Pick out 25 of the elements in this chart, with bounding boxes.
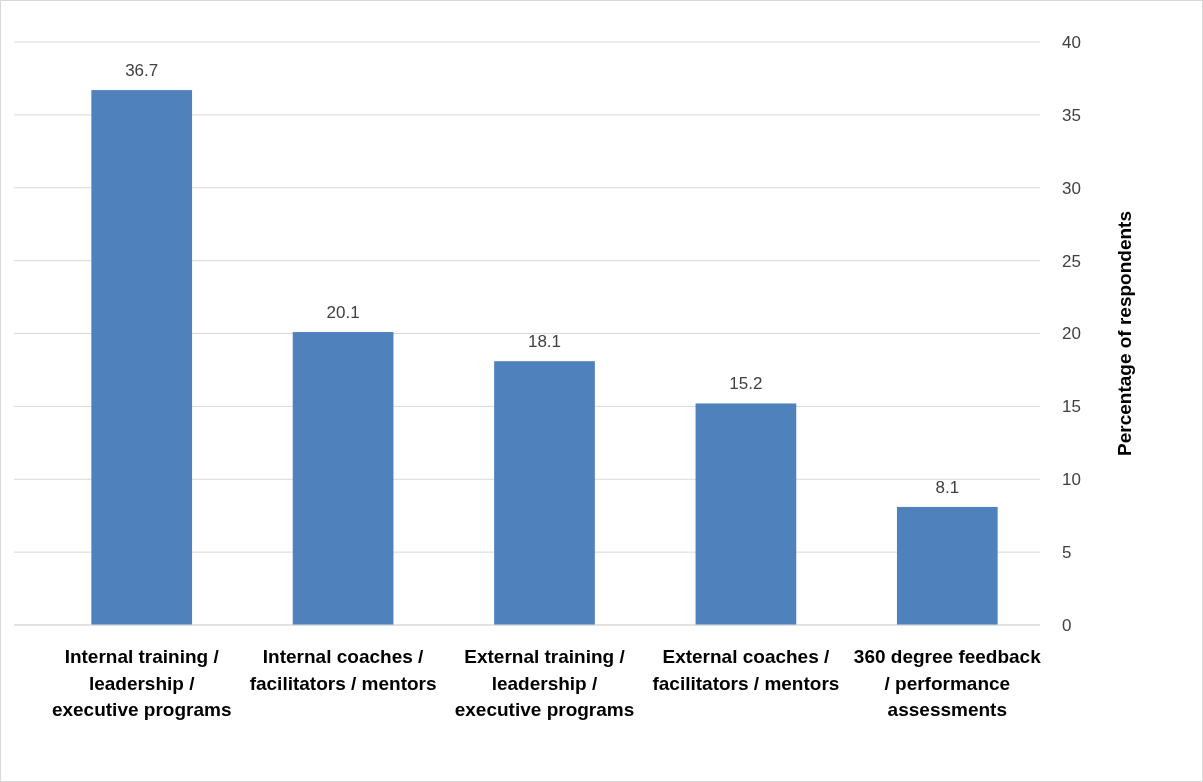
x-tick-label: External coaches / facilitators / mentors bbox=[652, 646, 840, 694]
y-axis-title: Percentage of respondents bbox=[1114, 211, 1135, 456]
y-tick-label: 10 bbox=[1062, 470, 1081, 490]
bar bbox=[494, 361, 595, 625]
x-tick-label: External training / leadership / executive programs bbox=[454, 646, 635, 720]
bar bbox=[896, 506, 998, 625]
y-tick-label: 40 bbox=[1062, 32, 1081, 52]
data-label: 8.1 bbox=[935, 477, 960, 497]
data-label: 36.7 bbox=[125, 61, 159, 81]
data-label: 15.2 bbox=[729, 374, 763, 394]
y-tick-label: 15 bbox=[1062, 397, 1081, 417]
data-label: 20.1 bbox=[326, 303, 360, 323]
data-label: 18.1 bbox=[527, 332, 562, 352]
y-tick-label: 0 bbox=[1062, 615, 1072, 635]
bar bbox=[695, 403, 797, 625]
y-tick-label: 35 bbox=[1062, 105, 1081, 125]
y-tick-label: 5 bbox=[1062, 543, 1072, 563]
x-tick-label: Internal training / leadership / executive programs bbox=[51, 646, 232, 720]
y-tick-label: 30 bbox=[1062, 178, 1081, 198]
bar bbox=[91, 90, 193, 625]
x-tick-label: 360 degree feedback / performance assessments bbox=[853, 646, 1042, 720]
y-tick-label: 25 bbox=[1062, 251, 1081, 271]
x-tick-label: Internal coaches / facilitators / mentors bbox=[249, 646, 437, 694]
bar bbox=[292, 332, 394, 625]
y-tick-label: 20 bbox=[1062, 324, 1081, 344]
